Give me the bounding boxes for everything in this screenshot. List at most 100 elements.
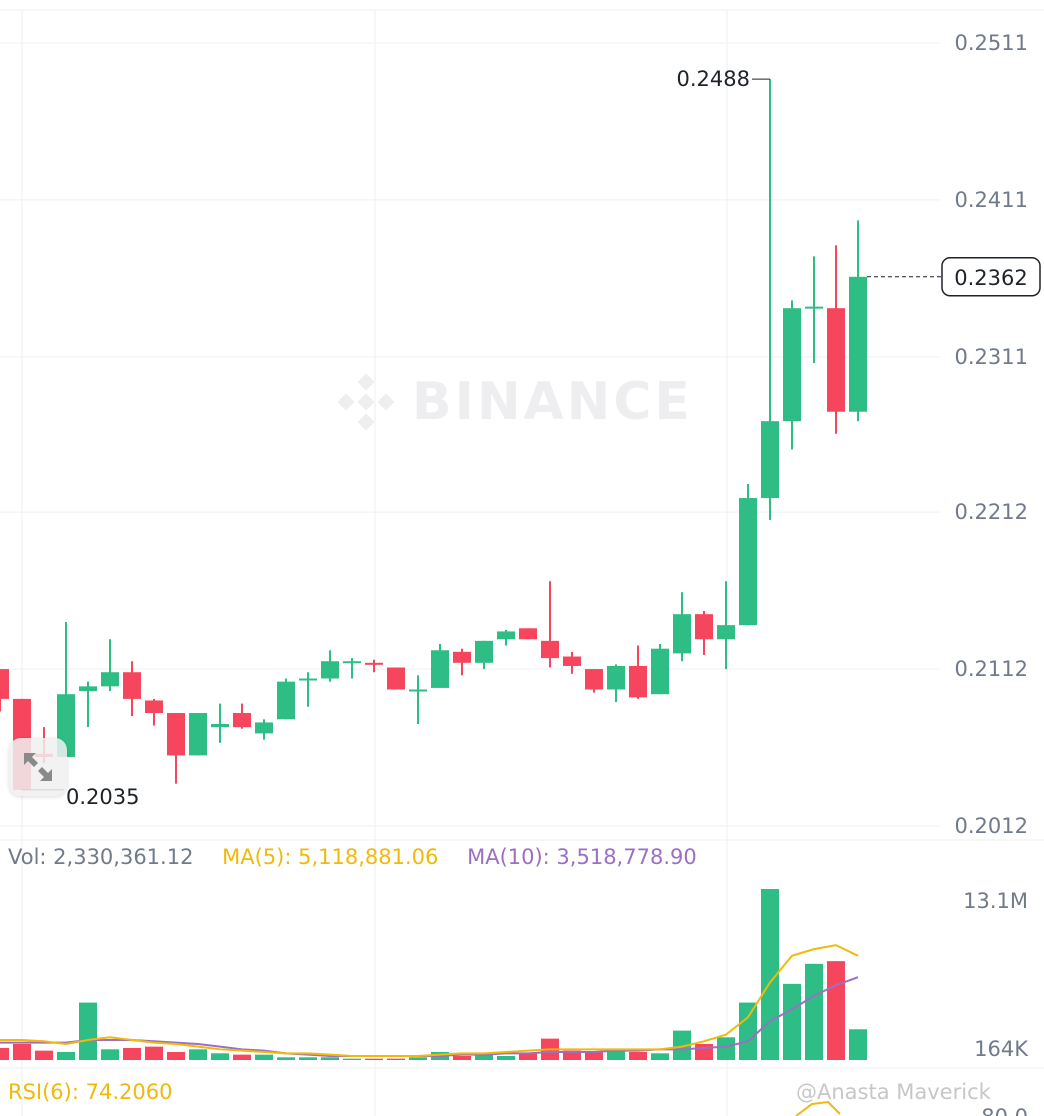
volume-bar	[255, 1054, 273, 1060]
volume-bar	[519, 1053, 537, 1060]
volume-bar	[101, 1049, 119, 1060]
candle-up	[849, 276, 867, 412]
volume-bar	[409, 1057, 427, 1060]
volume-bar	[849, 1029, 867, 1060]
rsi-legend: RSI(6): 74.2060	[8, 1080, 173, 1104]
binance-watermark: BINANCE	[334, 370, 693, 434]
legend-vol: Vol: 2,330,361.12	[8, 845, 194, 869]
volume-bar	[13, 1043, 31, 1060]
volume-bar	[0, 1047, 9, 1060]
watermark-text: BINANCE	[412, 372, 693, 432]
candle-up	[805, 306, 823, 309]
candle-down	[629, 665, 647, 698]
high-marker-label: 0.2488	[677, 67, 750, 91]
candle-up	[761, 421, 779, 499]
legend-ma10: MA(10): 3,518,778.90	[467, 845, 697, 869]
price-tick-label: 0.2511	[955, 31, 1028, 55]
volume-bar	[651, 1053, 669, 1060]
grid-lines	[0, 9, 1044, 1116]
volume-bar	[607, 1050, 625, 1060]
volume-bar	[79, 1002, 97, 1060]
candle-down	[827, 308, 845, 412]
volume-bar	[497, 1055, 515, 1060]
candle-up	[717, 625, 735, 640]
candle-up	[343, 661, 361, 664]
candle-down	[167, 713, 185, 756]
candle-up	[497, 631, 515, 640]
axis-labels: 0.2511 0.2411 0.2311 0.2212 0.2112 0.2012 13.1…	[22, 31, 1041, 1116]
ma5-line	[0, 944, 859, 1057]
candle-down	[123, 672, 141, 699]
candle-down	[519, 628, 537, 640]
volume-bar	[35, 1050, 53, 1060]
candle-down	[0, 669, 9, 699]
volume-bar	[761, 889, 779, 1060]
volume-bar	[57, 1051, 75, 1060]
volume-bar	[629, 1051, 647, 1060]
candle-down	[365, 662, 383, 665]
candle-up	[79, 686, 97, 692]
price-tick-label: 0.2212	[955, 500, 1028, 524]
candle-down	[563, 656, 581, 666]
volume-bar	[365, 1058, 383, 1060]
volume-bar	[717, 1037, 735, 1060]
rsi-tick-label: 80.0	[981, 1105, 1028, 1116]
author-credit: @Anasta Maverick	[796, 1080, 991, 1104]
volume-bar	[673, 1030, 691, 1060]
candle-down	[585, 669, 603, 690]
current-price-label: 0.2362	[954, 266, 1027, 290]
candle-down	[145, 700, 163, 714]
volume-bar	[233, 1054, 251, 1060]
volume-bar	[827, 961, 845, 1060]
expand-chart-button[interactable]	[9, 738, 67, 796]
volume-bar	[343, 1058, 361, 1060]
candle-down	[387, 667, 405, 690]
volume-bar	[695, 1043, 713, 1060]
candle-up	[189, 713, 207, 756]
candles-group	[0, 79, 867, 790]
candle-up	[211, 724, 229, 728]
candle-up	[673, 614, 691, 654]
volume-bar	[453, 1055, 471, 1060]
volume-legend: Vol: 2,330,361.12 MA(5): 5,118,881.06 MA…	[8, 845, 719, 869]
volume-bar	[299, 1057, 317, 1060]
price-tick-label: 0.2112	[955, 657, 1028, 681]
volume-bar	[585, 1051, 603, 1060]
rsi-line-partial	[795, 1100, 841, 1116]
expand-arrows-icon	[24, 753, 52, 781]
low-marker-label: 0.2035	[66, 785, 139, 809]
volume-bar	[783, 983, 801, 1060]
candle-up	[607, 665, 625, 690]
volume-bar	[739, 1002, 757, 1060]
price-tick-label: 0.2311	[955, 345, 1028, 369]
volume-bar	[563, 1050, 581, 1060]
volume-bar	[321, 1057, 339, 1060]
candle-up	[255, 722, 273, 734]
rsi-line	[795, 1100, 841, 1116]
price-tick-label: 0.2012	[955, 814, 1028, 838]
volume-bars-group	[0, 889, 867, 1060]
volume-tick-label: 164K	[974, 1037, 1029, 1061]
candle-up	[299, 678, 317, 681]
candle-up	[651, 648, 669, 695]
candle-up	[409, 689, 427, 692]
candle-down	[541, 640, 559, 659]
candle-up	[475, 640, 493, 663]
candle-down	[233, 713, 251, 728]
candle-down	[453, 651, 471, 663]
price-tick-label: 0.2411	[955, 188, 1028, 212]
volume-tick-label: 13.1M	[963, 889, 1028, 913]
binance-diamond-icon	[337, 373, 395, 431]
volume-ma-lines	[0, 944, 859, 1057]
volume-bar	[167, 1051, 185, 1060]
current-price-tag	[941, 257, 1041, 297]
volume-bar	[805, 963, 823, 1060]
volume-bar	[189, 1049, 207, 1060]
volume-bar	[123, 1047, 141, 1060]
candle-up	[739, 498, 757, 626]
legend-ma5: MA(5): 5,118,881.06	[222, 845, 439, 869]
candle-up	[277, 681, 295, 720]
candle-up	[431, 650, 449, 688]
